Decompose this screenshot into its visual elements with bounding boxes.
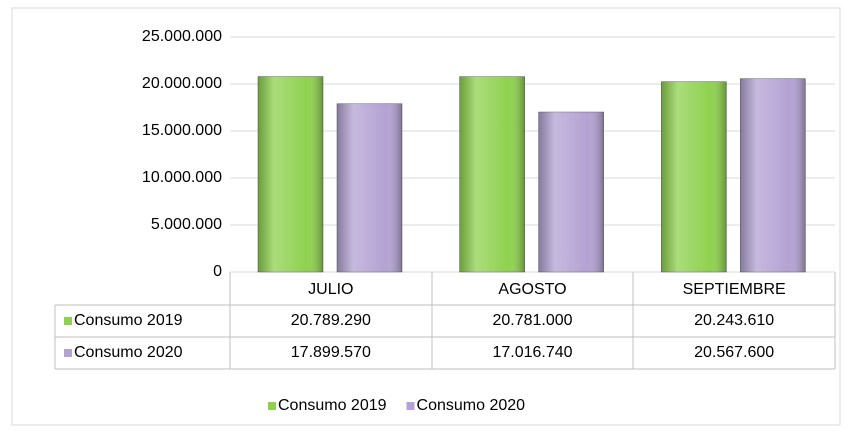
table-value: 20.789.290: [291, 312, 371, 329]
bar: [459, 76, 525, 273]
bar: [740, 78, 806, 273]
x-tick-label: AGOSTO: [498, 281, 566, 298]
bar: [538, 111, 604, 273]
x-tick-label: JULIO: [308, 281, 353, 298]
table-row-label: Consumo 2020: [74, 344, 183, 361]
y-tick-label: 20.000.000: [142, 75, 222, 92]
y-tick-label: 0: [213, 263, 222, 280]
y-tick-label: 25.000.000: [142, 28, 222, 45]
bar: [257, 76, 324, 273]
data-table: [54, 272, 836, 370]
bar: [336, 103, 403, 273]
table-value: 17.016.740: [492, 344, 572, 361]
table-value: 20.567.600: [694, 344, 774, 361]
legend-key: [268, 402, 276, 410]
y-tick-label: 15.000.000: [142, 122, 222, 139]
table-value: 20.781.000: [492, 312, 572, 329]
x-tick-label: SEPTIEMBRE: [683, 281, 786, 298]
legend-key: [406, 402, 415, 410]
legend-label: Consumo 2019: [278, 397, 387, 414]
table-value: 20.243.610: [694, 312, 774, 329]
table-legend-key: [64, 349, 72, 357]
y-tick-label: 10.000.000: [142, 169, 222, 186]
y-tick-label: 5.000.000: [151, 216, 222, 233]
table-value: 17.899.570: [291, 344, 371, 361]
bar: [661, 81, 727, 273]
table-row-label: Consumo 2019: [74, 312, 183, 329]
legend-label: Consumo 2020: [417, 397, 526, 414]
table-legend-key: [64, 317, 72, 325]
